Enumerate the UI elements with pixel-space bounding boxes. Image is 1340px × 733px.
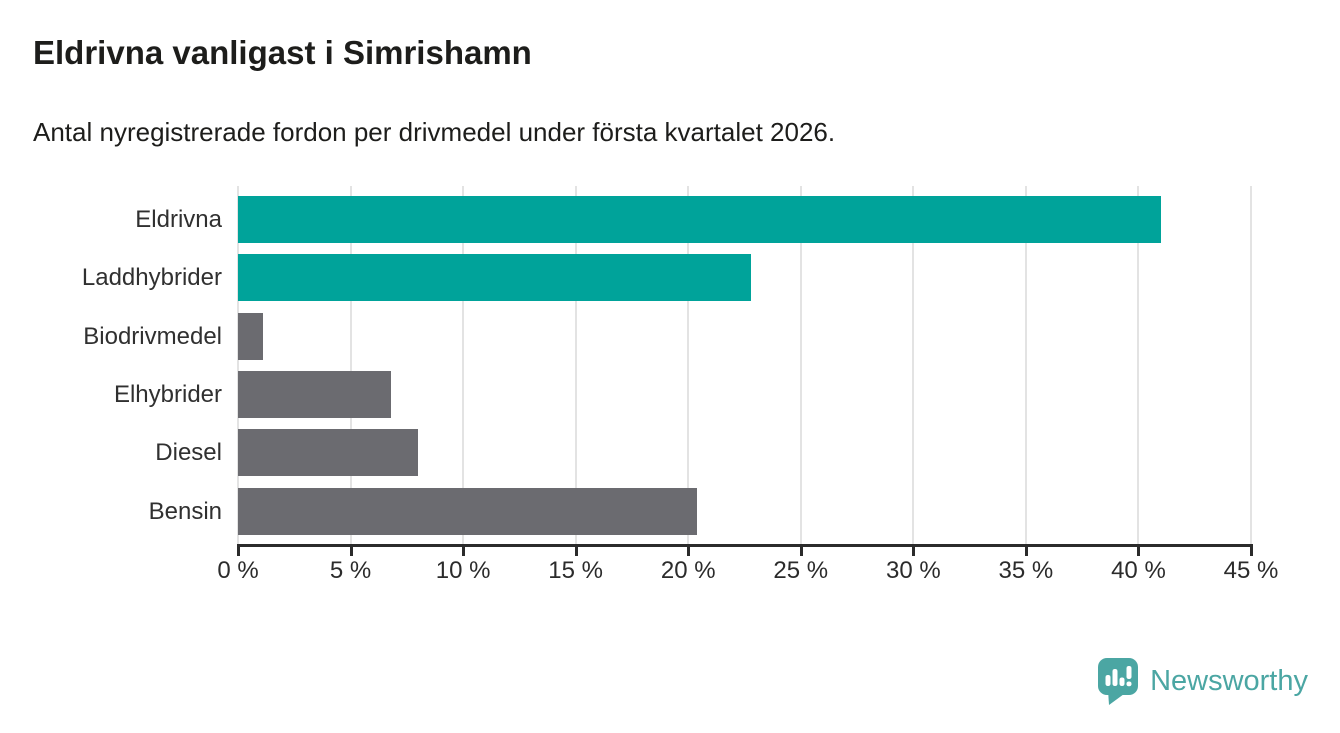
bar-eldrivna — [238, 196, 1161, 243]
gridline — [237, 186, 239, 545]
bar-biodrivmedel — [238, 312, 263, 360]
plot-area — [237, 185, 1252, 545]
axis-tick — [237, 547, 240, 556]
axis-tick-label: 40 % — [1111, 557, 1166, 584]
x-axis-line — [237, 544, 1253, 547]
category-label: Eldrivna — [135, 206, 222, 233]
category-label: Laddhybrider — [81, 264, 222, 292]
axis-tick-label: 45 % — [1223, 557, 1279, 584]
axis-tick — [687, 547, 691, 556]
chart-subtitle: Antal nyregistrerade fordon per drivmede… — [33, 117, 836, 147]
gridline — [349, 186, 352, 545]
gridline — [687, 186, 690, 545]
axis-tick — [912, 547, 916, 556]
axis-tick-label: 0 % — [217, 557, 259, 584]
axis-tick-label: 35 % — [998, 557, 1054, 584]
bar-bensin — [238, 487, 698, 535]
category-label: Diesel — [155, 439, 222, 467]
newsworthy-logo: Newsworthy — [1096, 656, 1308, 706]
axis-tick — [1137, 547, 1141, 556]
gridline — [1137, 186, 1140, 545]
axis-tick-label: 30 % — [885, 557, 941, 584]
axis-tick — [799, 547, 803, 556]
category-label: Elhybrider — [113, 380, 222, 408]
gridline — [574, 186, 577, 545]
axis-tick-label: 10 % — [435, 557, 491, 584]
axis-tick — [349, 547, 353, 556]
axis-tick — [574, 547, 578, 556]
axis-tick — [1250, 547, 1253, 556]
newsworthy-logo-text: Newsworthy — [1150, 665, 1308, 697]
gridline — [462, 186, 465, 545]
category-label: Bensin — [148, 497, 222, 525]
axis-tick-label: 20 % — [660, 557, 716, 584]
axis-tick-label: 5 % — [329, 557, 372, 584]
bar-laddhybrider — [238, 254, 752, 302]
bar-diesel — [238, 429, 419, 477]
chart-title: Eldrivna vanligast i Simrishamn — [33, 34, 532, 71]
gridline — [912, 186, 915, 545]
gridline — [799, 186, 802, 545]
bar-elhybrider — [238, 370, 392, 418]
gridline — [1024, 186, 1027, 545]
gridline — [1250, 186, 1252, 545]
axis-tick-label: 25 % — [773, 557, 829, 584]
axis-tick — [462, 547, 466, 556]
axis-tick — [1024, 547, 1028, 556]
axis-tick-label: 15 % — [548, 557, 603, 584]
category-label: Biodrivmedel — [83, 322, 222, 350]
newsworthy-logo-icon — [1096, 656, 1140, 706]
